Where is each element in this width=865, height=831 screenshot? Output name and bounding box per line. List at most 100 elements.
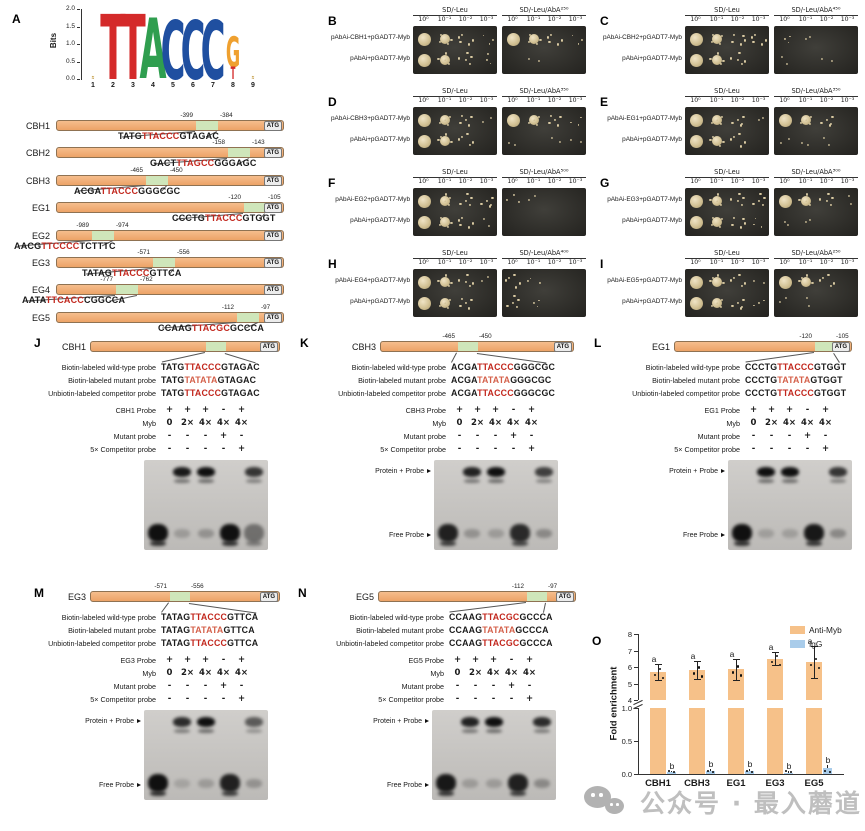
connector-line: [449, 601, 526, 612]
logo-letter-glyph: C: [200, 4, 226, 98]
colony-spot: [739, 43, 742, 46]
shift-band-tail: [486, 729, 502, 733]
row-label: pAbAi-CBH2+pGADT7-Myb: [602, 34, 682, 41]
arrow-right-icon: [137, 719, 141, 723]
colony-spot: [721, 218, 724, 221]
colony-spot: [538, 116, 541, 119]
probe-sequence: TATAGTTACCCGTTCA: [82, 268, 182, 278]
colony-spot: [507, 276, 510, 279]
colony-spot: [753, 304, 756, 307]
colony-spot: [712, 217, 715, 220]
position-label: -143: [252, 139, 265, 147]
colony-spot: [732, 33, 735, 36]
logo-letter: C: [200, 4, 226, 98]
colony-spot: [469, 63, 472, 66]
gene-row-cbh1: CBH1 ATG -399 -384 TATGTTACCCGTAGAC: [6, 112, 314, 141]
colony-spot: [466, 273, 469, 277]
x-tick-label: EG1: [726, 778, 746, 789]
panel-o: O Fold enrichment 4 5 6 7 8 0.0 0.5 1.0 a b CBH1 a b CB…: [592, 620, 864, 820]
colony-spot: [722, 282, 725, 285]
probe-sequence: TATAGTTACCCGTTCA: [161, 638, 258, 648]
position-label: -384: [220, 112, 233, 119]
colony-spot: [450, 222, 453, 225]
plate-title: SD/-Leu: [685, 87, 769, 97]
free-band-smear: [438, 791, 454, 796]
colony-spot: [551, 137, 553, 139]
colony-spot: [570, 139, 572, 141]
colony-spot: [722, 60, 725, 63]
dilution-row: 10⁰ 10⁻¹ 10⁻² 10⁻³: [685, 16, 769, 23]
panel-letter: E: [600, 95, 609, 109]
data-point: [829, 771, 831, 773]
dose-value: +: [201, 405, 210, 415]
colony-spot: [778, 194, 792, 208]
motif-highlight: TATATA: [477, 375, 511, 385]
motif-highlight: TTACCC: [190, 638, 228, 648]
position-label: -97: [261, 303, 271, 311]
gene-bar: ATG: [56, 147, 284, 159]
dilution-row: 10⁰ 10⁻¹ 10⁻² 10⁻³: [413, 259, 497, 266]
dose-value: -: [185, 681, 190, 691]
error-cap: [693, 661, 701, 663]
shift-band: [535, 467, 553, 477]
dilution-label: 10⁻¹: [798, 16, 813, 23]
colony-spot: [527, 279, 529, 282]
logo-letter-glyph: G: [225, 28, 241, 77]
dose-value: -: [751, 431, 756, 441]
error-cap: [771, 665, 779, 667]
colony-spot: [470, 116, 473, 119]
sequence-logo: Bits 2.0 1.5 1.0 0.5 0.0 ≈ T T A C C C G T ≈1 2 3 4 5 6 7 8 9: [49, 4, 274, 108]
dilution-label: 10⁻¹: [798, 259, 813, 266]
free-band-smear: [150, 791, 166, 796]
motif-box: [206, 342, 226, 351]
dose-value: 4×: [198, 668, 213, 678]
colony-spot: [417, 32, 431, 46]
free-band-smear: [222, 791, 238, 796]
colony-spot: [534, 195, 536, 197]
colony-spot: [806, 274, 809, 277]
dilution-label: 10⁰: [690, 16, 701, 23]
sequence-text: GTTCA: [227, 638, 259, 648]
gene-row-eg1: EG1 ATG -120 -105 CCCTGTTACCCGTGGT: [6, 194, 314, 223]
logo-x-tick: 8: [231, 82, 235, 89]
free-band-smear: [512, 541, 528, 546]
position-label: -450: [479, 333, 492, 340]
position-label: -571: [137, 249, 150, 256]
row-label: pAbAi-CBH3+pGADT7-Myb: [330, 115, 410, 122]
atg-box: ATG: [263, 203, 282, 214]
plate-title: SD/-Leu/AbA³⁰⁰: [774, 168, 858, 178]
motif-highlight: TATATA: [184, 375, 218, 385]
colony-spot: [538, 60, 540, 62]
colony-spot: [438, 40, 441, 43]
shift-band: [173, 467, 191, 477]
bar-anti-myb-top: [728, 669, 744, 700]
logo-column: A: [139, 8, 166, 91]
gene-bar: ATG: [56, 311, 284, 323]
colony-spot: [721, 35, 724, 38]
colony-spot: [739, 124, 742, 127]
dose-value: -: [221, 694, 226, 704]
gene-label: EG5: [355, 592, 374, 602]
dilution-label: 10⁻²: [819, 16, 834, 23]
colony-spot: [712, 277, 722, 287]
sequence-text: CCAAG: [449, 638, 483, 648]
bar-anti-myb-bottom: [650, 708, 666, 774]
bar-anti-myb-top: [806, 662, 822, 700]
free-band: [246, 779, 262, 788]
dilution-label: 10⁻²: [730, 259, 745, 266]
colony-spot: [709, 138, 712, 141]
colony-spot: [718, 226, 721, 229]
colony-spot: [440, 217, 450, 227]
colony-spot: [537, 299, 540, 302]
colony-spot: [806, 297, 808, 299]
colony-spot: [417, 296, 431, 310]
gene-bar: ATG: [56, 174, 284, 186]
gel-label-shift: Protein + Probe: [669, 468, 718, 475]
error-bar: [710, 769, 711, 772]
agar-plate: [774, 107, 858, 155]
shift-band-tail: [534, 729, 550, 733]
colony-spot: [527, 40, 530, 43]
dilution-label: 10⁻¹: [709, 178, 724, 185]
data-point: [707, 770, 709, 772]
colony-spot: [731, 304, 734, 307]
